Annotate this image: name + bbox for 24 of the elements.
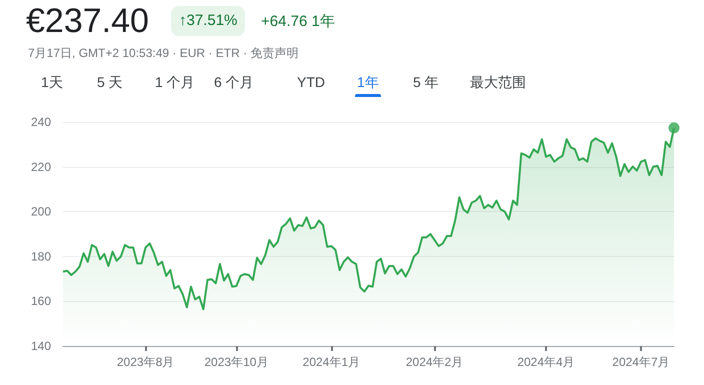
y-tick-label: 180 [30,249,52,264]
text: YTD [297,74,325,90]
chart-subtitle: 7月17日, GMT+2 10:53:49 · EUR · ETR · 免责声明 [28,45,298,62]
y-tick-label: 160 [30,294,52,308]
text: 1 个月 [155,74,195,92]
x-tick-label: 2024年7月 [612,355,670,369]
text: 6 个月 [214,74,254,92]
x-tick-label: 2024年2月 [406,355,464,369]
text: 1天 [41,74,63,92]
y-tick-label: 200 [30,204,52,219]
text: 1年 [357,74,379,92]
text: 最大范围 [470,74,526,92]
y-tick-label: 240 [30,115,52,129]
y-tick-label: 140 [30,339,52,353]
text: 5 年 [413,74,439,92]
x-tick-label: 2023年10月 [204,355,268,369]
y-tick-label: 220 [30,160,52,174]
x-tick-label: 2023年8月 [116,355,174,369]
text: 5 天 [97,74,123,92]
text: ↑37.51% [171,6,246,36]
text: +64.76 1年 [261,12,335,31]
chart-title: €237.40 [26,2,149,41]
x-tick-label: 2024年4月 [517,355,575,369]
x-tick-label: 2024年1月 [302,355,360,369]
